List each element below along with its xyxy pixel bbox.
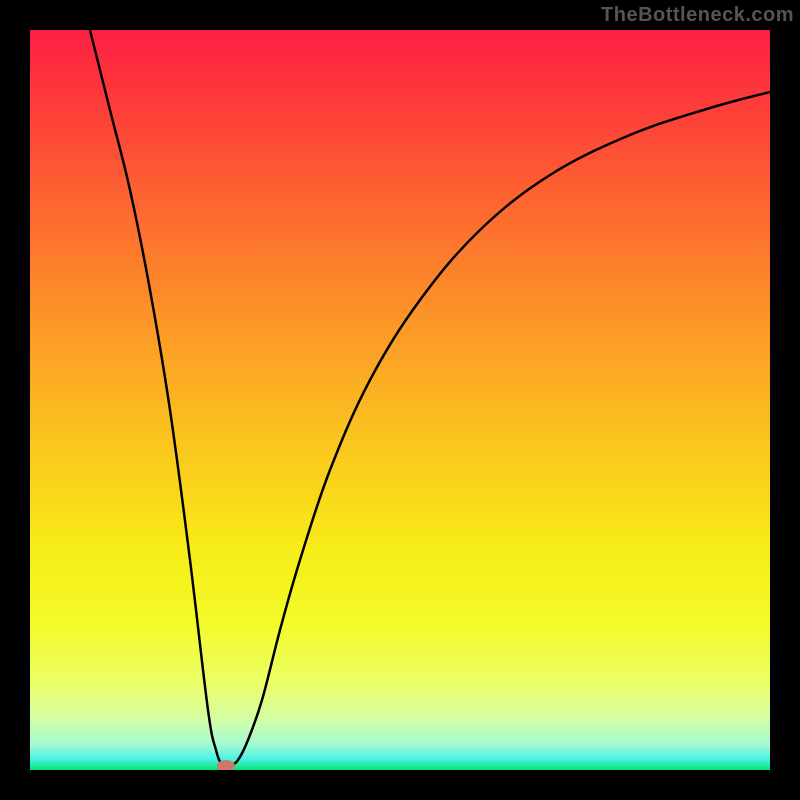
plot-svg [30, 30, 770, 770]
gradient-background [30, 30, 770, 770]
chart-frame: TheBottleneck.com [0, 0, 800, 800]
plot-area [30, 30, 770, 770]
frame-border-left [0, 0, 30, 800]
frame-border-bottom [0, 770, 800, 800]
frame-border-right [770, 0, 800, 800]
watermark-text: TheBottleneck.com [601, 4, 794, 27]
